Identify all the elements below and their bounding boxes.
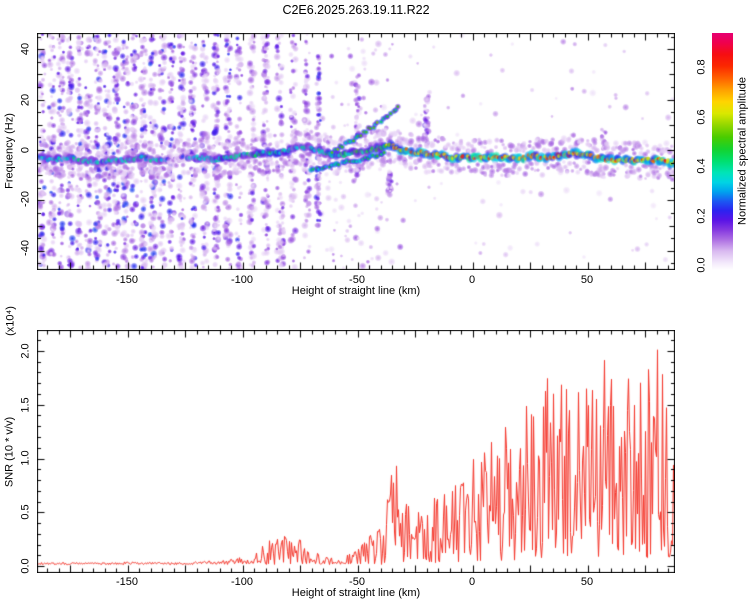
- top-x-tick-label: -100: [230, 274, 254, 286]
- bottom-x-tick-label: -50: [349, 576, 365, 588]
- colorbar-tick-label: 0.0: [695, 257, 708, 273]
- top-x-axis-title: Height of straight line (km): [291, 285, 421, 297]
- top-x-tick-label: -150: [115, 274, 139, 286]
- bottom-x-tick-label: 50: [580, 576, 594, 588]
- spectrogram-plot: [37, 33, 675, 270]
- bottom-y-tick-label: 1.5: [19, 397, 32, 413]
- colorbar-tick-label: 0.2: [695, 208, 708, 224]
- bottom-y-axis-title: SNR (10 * v/v): [3, 416, 16, 488]
- top-x-tick-label: 0: [468, 274, 476, 286]
- colorbar-tick-label: 0.8: [695, 59, 708, 75]
- page-title: C2E6.2025.263.19.11.R22: [282, 3, 430, 17]
- top-y-tick-label: 20: [19, 93, 32, 107]
- bottom-x-tick-label: -150: [115, 576, 139, 588]
- top-y-tick-label: -40: [19, 240, 32, 256]
- top-y-tick-label: -20: [19, 191, 32, 207]
- top-x-tick-label: -50: [349, 274, 365, 286]
- colorbar-tick-label: 0.4: [695, 158, 708, 174]
- bottom-y-multiplier: (x10⁴): [4, 306, 17, 336]
- bottom-x-axis-title: Height of straight line (km): [291, 587, 421, 599]
- colorbar-tick-label: 0.6: [695, 109, 708, 125]
- top-y-axis-title: Frequency (Hz): [3, 113, 16, 189]
- bottom-x-tick-label: -100: [230, 576, 254, 588]
- colorbar: [712, 33, 733, 270]
- snr-plot: [37, 330, 675, 573]
- bottom-y-tick-label: 0.0: [19, 558, 32, 574]
- bottom-y-tick-label: 0.5: [19, 504, 32, 520]
- top-y-tick-label: 0: [19, 146, 32, 154]
- bottom-y-tick-label: 1.0: [19, 450, 32, 466]
- bottom-y-tick-label: 2.0: [19, 343, 32, 359]
- top-x-tick-label: 50: [580, 274, 594, 286]
- colorbar-title: Normalized spectral amplitude: [736, 77, 749, 225]
- top-y-tick-label: 40: [19, 42, 32, 56]
- bottom-x-tick-label: 0: [468, 576, 476, 588]
